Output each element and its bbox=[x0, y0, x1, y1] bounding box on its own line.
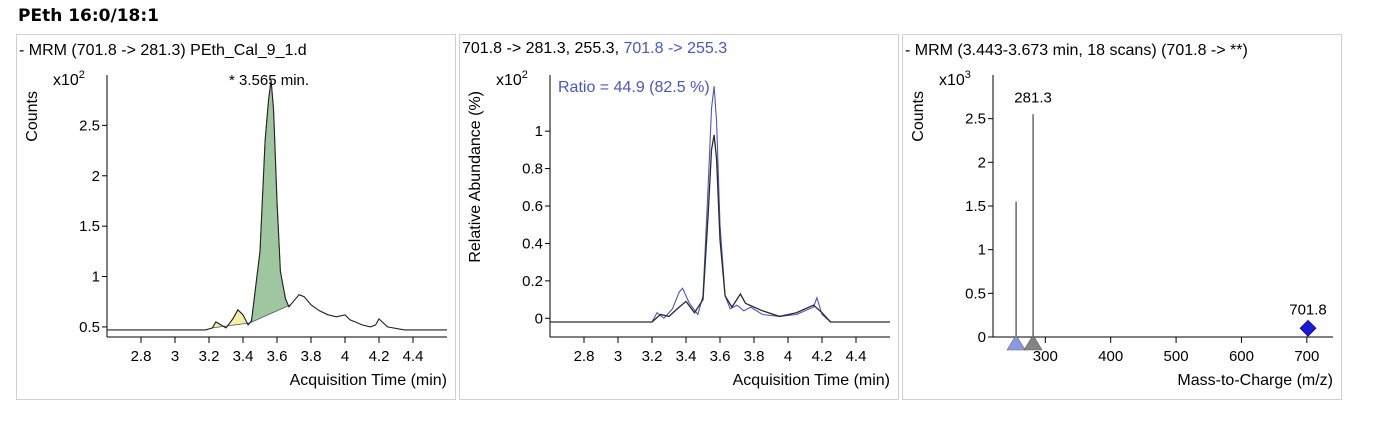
y-tick-label: 0.2 bbox=[522, 273, 543, 290]
chart-header: 701.8 -> 281.3, 255.3, 701.8 -> 255.3 bbox=[462, 40, 727, 57]
page-title: PEth 16:0/18:1 bbox=[18, 6, 159, 26]
x-tick-label: 3.8 bbox=[301, 348, 322, 365]
x-tick-label: 4.4 bbox=[846, 348, 867, 365]
x-tick-label: 3.8 bbox=[744, 348, 765, 365]
y-tick-label: 2.5 bbox=[965, 111, 986, 128]
qualifier-trace bbox=[550, 86, 890, 323]
x-tick-label: 3.2 bbox=[642, 348, 663, 365]
quantifier-trace bbox=[550, 134, 890, 323]
chromatogram-trace bbox=[107, 79, 447, 331]
x-tick-label: 500 bbox=[1164, 348, 1189, 365]
x-tick-label: 3 bbox=[171, 348, 179, 365]
mass-spectrum-panel: - MRM (3.443-3.673 min, 18 scans) (701.8… bbox=[902, 34, 1342, 400]
chart-header: - MRM (701.8 -> 281.3) PEth_Cal_9_1.d bbox=[19, 42, 307, 59]
x-tick-label: 4 bbox=[784, 348, 792, 365]
y-tick-label: 1.5 bbox=[79, 218, 100, 235]
peak-label: 281.3 bbox=[1014, 89, 1052, 106]
y-multiplier-label: x103 bbox=[939, 69, 971, 89]
side-peak-area bbox=[211, 309, 251, 329]
precursor-label: 701.8 bbox=[1289, 301, 1327, 318]
y-tick-label: 1 bbox=[92, 269, 100, 286]
y-tick-label: 2.5 bbox=[79, 117, 100, 134]
x-tick-label: 3.6 bbox=[710, 348, 731, 365]
x-axis-label: Acquisition Time (min) bbox=[733, 372, 890, 389]
x-tick-label: 4.4 bbox=[403, 348, 424, 365]
y-tick-label: 0.5 bbox=[79, 319, 100, 336]
y-multiplier-label: x102 bbox=[496, 69, 528, 89]
x-tick-label: 700 bbox=[1294, 348, 1319, 365]
x-axis-label: Acquisition Time (min) bbox=[290, 372, 447, 389]
chromatogram-panel: - MRM (701.8 -> 281.3) PEth_Cal_9_1.d 2.8… bbox=[16, 34, 456, 400]
mass-spectrum-chart: - MRM (3.443-3.673 min, 18 scans) (701.8… bbox=[905, 42, 1333, 389]
chromatogram-chart: - MRM (701.8 -> 281.3) PEth_Cal_9_1.d 2.8… bbox=[19, 42, 447, 389]
y-tick-label: 1 bbox=[978, 242, 986, 259]
y-tick-label: 2 bbox=[978, 154, 986, 171]
y-axis-label: Counts bbox=[24, 91, 41, 142]
y-tick-label: 0 bbox=[535, 310, 543, 327]
x-tick-label: 300 bbox=[1033, 348, 1058, 365]
x-tick-label: 3.6 bbox=[267, 348, 288, 365]
x-tick-label: 3.4 bbox=[233, 348, 254, 365]
y-multiplier-label: x102 bbox=[53, 69, 85, 89]
y-tick-label: 0.5 bbox=[965, 285, 986, 302]
qualifier-ratio-panel: 701.8 -> 281.3, 255.3, 701.8 -> 255.3 2.8… bbox=[459, 34, 899, 400]
ratio-label: Ratio = 44.9 (82.5 %) bbox=[558, 79, 710, 96]
y-tick-label: 1 bbox=[535, 123, 543, 140]
x-tick-label: 600 bbox=[1229, 348, 1254, 365]
product-ion-marker-255 bbox=[1006, 334, 1026, 351]
y-tick-label: 1.5 bbox=[965, 198, 986, 215]
y-tick-label: 2 bbox=[92, 168, 100, 185]
qualifier-ratio-chart: 701.8 -> 281.3, 255.3, 701.8 -> 255.3 2.8… bbox=[462, 40, 890, 389]
y-tick-label: 0 bbox=[978, 329, 986, 346]
precursor-marker bbox=[1299, 319, 1317, 337]
x-tick-label: 3.4 bbox=[676, 348, 697, 365]
x-tick-label: 4 bbox=[341, 348, 349, 365]
y-axis-label: Counts bbox=[910, 91, 927, 142]
product-ion-marker-281 bbox=[1023, 334, 1043, 351]
peak-label: * 3.565 min. bbox=[229, 72, 309, 89]
x-tick-label: 3 bbox=[614, 348, 622, 365]
x-tick-label: 400 bbox=[1098, 348, 1123, 365]
y-tick-label: 0.8 bbox=[522, 161, 543, 178]
x-tick-label: 2.8 bbox=[131, 348, 152, 365]
y-tick-label: 0.4 bbox=[522, 235, 543, 252]
y-tick-label: 0.6 bbox=[522, 198, 543, 215]
x-tick-label: 4.2 bbox=[812, 348, 833, 365]
y-axis-label: Relative Abundance (%) bbox=[467, 91, 484, 263]
x-tick-label: 4.2 bbox=[369, 348, 390, 365]
x-tick-label: 2.8 bbox=[574, 348, 595, 365]
x-tick-label: 3.2 bbox=[199, 348, 220, 365]
x-axis-label: Mass-to-Charge (m/z) bbox=[1177, 372, 1333, 389]
chart-header: - MRM (3.443-3.673 min, 18 scans) (701.8… bbox=[905, 42, 1248, 59]
